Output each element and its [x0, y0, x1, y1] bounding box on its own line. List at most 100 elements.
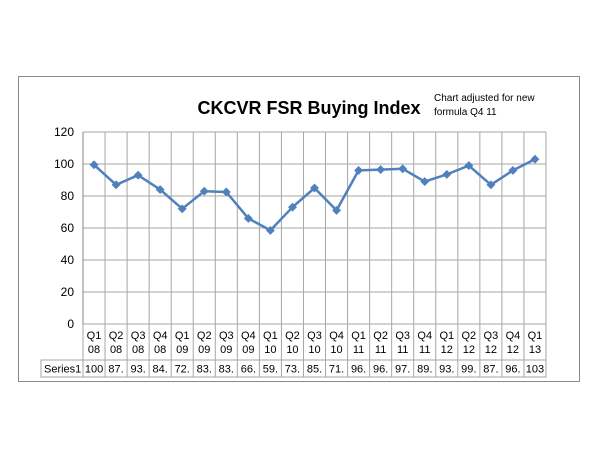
- x-tick-label-18-year: 12: [485, 344, 497, 356]
- x-tick-label-7-year: 09: [242, 344, 254, 356]
- data-point-10: [309, 183, 320, 193]
- x-tick-label-6-quarter: Q3: [219, 330, 234, 342]
- x-tick-label-6-year: 09: [220, 344, 232, 356]
- x-tick-label-14-quarter: Q3: [395, 330, 410, 342]
- y-tick-label-0: 0: [67, 317, 74, 331]
- x-tick-label-5-quarter: Q2: [197, 330, 212, 342]
- x-tick-label-16-quarter: Q1: [439, 330, 454, 342]
- x-tick-label-11-quarter: Q4: [329, 330, 344, 342]
- data-point-16: [442, 169, 452, 179]
- x-tick-label-17-year: 12: [463, 344, 475, 356]
- data-point-13: [376, 165, 386, 175]
- data-table-value-12: 96.: [351, 364, 366, 376]
- x-tick-label-13-quarter: Q2: [373, 330, 388, 342]
- x-tick-label-10-quarter: Q3: [307, 330, 322, 342]
- data-point-2: [133, 170, 143, 180]
- x-tick-label-19-quarter: Q4: [506, 330, 521, 342]
- data-point-5: [199, 186, 209, 196]
- y-tick-label-60: 60: [61, 221, 75, 235]
- data-table: Series1 100 87. 93. 84. 72. 83. 83. 66. 59. 73. 85.…: [40, 359, 547, 378]
- x-tick-label-8-quarter: Q1: [263, 330, 278, 342]
- grid-layer: 0 20 40 60 80 100 120 Q1 08 Q2 08 Q3 08 Q4 08 Q1 09 Q2 09 Q…: [54, 125, 547, 360]
- x-tick-label-0-year: 08: [88, 344, 100, 356]
- data-table-value-15: 89.: [417, 364, 432, 376]
- data-table-value-7: 66.: [241, 364, 256, 376]
- y-tick-label-120: 120: [54, 125, 74, 139]
- data-point-4: [177, 204, 187, 214]
- chart-note-line-2: formula Q4 11: [434, 107, 497, 118]
- data-point-14: [398, 164, 408, 174]
- data-table-value-0: 100: [85, 364, 103, 376]
- data-point-7: [243, 213, 253, 223]
- data-table-value-19: 96.: [505, 364, 520, 376]
- x-tick-label-14-year: 11: [397, 344, 408, 356]
- x-tick-label-20-quarter: Q1: [528, 330, 543, 342]
- x-tick-label-17-quarter: Q2: [461, 330, 476, 342]
- data-table-value-9: 73.: [285, 364, 300, 376]
- data-point-11: [331, 205, 342, 215]
- x-tick-label-12-quarter: Q1: [351, 330, 366, 342]
- series-layer: [89, 154, 540, 235]
- x-tick-label-3-quarter: Q4: [153, 330, 168, 342]
- y-tick-label-40: 40: [61, 253, 75, 267]
- data-point-20: [530, 154, 540, 164]
- x-tick-label-11-year: 10: [330, 344, 342, 356]
- x-tick-label-5-year: 09: [198, 344, 210, 356]
- data-point-19: [508, 165, 518, 175]
- x-tick-label-4-quarter: Q1: [175, 330, 190, 342]
- x-tick-label-4-year: 09: [176, 344, 188, 356]
- data-point-15: [420, 177, 430, 187]
- data-point-17: [464, 161, 474, 171]
- x-tick-label-19-year: 12: [507, 344, 519, 356]
- x-tick-label-1-quarter: Q2: [109, 330, 124, 342]
- data-table-value-10: 85.: [307, 364, 322, 376]
- data-table-border: [40, 359, 547, 378]
- x-tick-label-12-year: 11: [353, 344, 364, 356]
- data-point-0: [89, 160, 99, 170]
- data-point-8: [265, 225, 275, 235]
- data-table-value-8: 59.: [263, 364, 278, 376]
- y-tick-label-80: 80: [61, 189, 75, 203]
- data-point-18: [486, 180, 496, 190]
- chart-svg: CKCVR FSR Buying Index Chart adjusted fo…: [40, 93, 547, 378]
- chart-note-line-1: Chart adjusted for new: [434, 93, 535, 104]
- x-tick-label-9-quarter: Q2: [285, 330, 300, 342]
- data-point-6: [221, 187, 231, 197]
- data-table-value-20: 103: [526, 364, 544, 376]
- data-table-value-13: 96.: [373, 364, 388, 376]
- data-table-value-18: 87.: [483, 364, 498, 376]
- x-tick-label-15-year: 11: [419, 344, 430, 356]
- y-tick-label-20: 20: [61, 285, 75, 299]
- data-point-12: [354, 165, 364, 175]
- data-table-value-3: 84.: [153, 364, 168, 376]
- x-tick-label-15-quarter: Q4: [417, 330, 432, 342]
- data-point-3: [155, 185, 165, 195]
- x-tick-label-2-year: 08: [132, 344, 144, 356]
- x-tick-label-7-quarter: Q4: [241, 330, 256, 342]
- chart-frame: CKCVR FSR Buying Index Chart adjusted fo…: [18, 76, 580, 382]
- data-table-value-2: 93.: [130, 364, 145, 376]
- y-tick-label-100: 100: [54, 157, 74, 171]
- data-table-value-11: 71.: [329, 364, 344, 376]
- x-tick-label-8-year: 10: [264, 344, 276, 356]
- x-tick-label-3-year: 08: [154, 344, 166, 356]
- x-tick-label-1-year: 08: [110, 344, 122, 356]
- data-table-value-5: 83.: [197, 364, 212, 376]
- x-tick-label-20-year: 13: [529, 344, 541, 356]
- x-tick-label-2-quarter: Q3: [131, 330, 146, 342]
- data-table-value-17: 99.: [461, 364, 476, 376]
- data-point-1: [111, 180, 121, 190]
- data-table-value-4: 72.: [175, 364, 190, 376]
- x-tick-label-13-year: 11: [375, 344, 386, 356]
- x-tick-label-10-year: 10: [308, 344, 320, 356]
- chart-title: CKCVR FSR Buying Index: [197, 98, 420, 118]
- data-point-9: [287, 202, 298, 212]
- data-table-value-1: 87.: [108, 364, 123, 376]
- data-table-series-name: Series1: [44, 364, 81, 376]
- data-table-value-14: 97.: [395, 364, 410, 376]
- x-tick-label-9-year: 10: [286, 344, 298, 356]
- data-table-value-16: 93.: [439, 364, 454, 376]
- x-tick-label-18-quarter: Q3: [484, 330, 499, 342]
- x-tick-label-16-year: 12: [441, 344, 453, 356]
- x-tick-label-0-quarter: Q1: [87, 330, 102, 342]
